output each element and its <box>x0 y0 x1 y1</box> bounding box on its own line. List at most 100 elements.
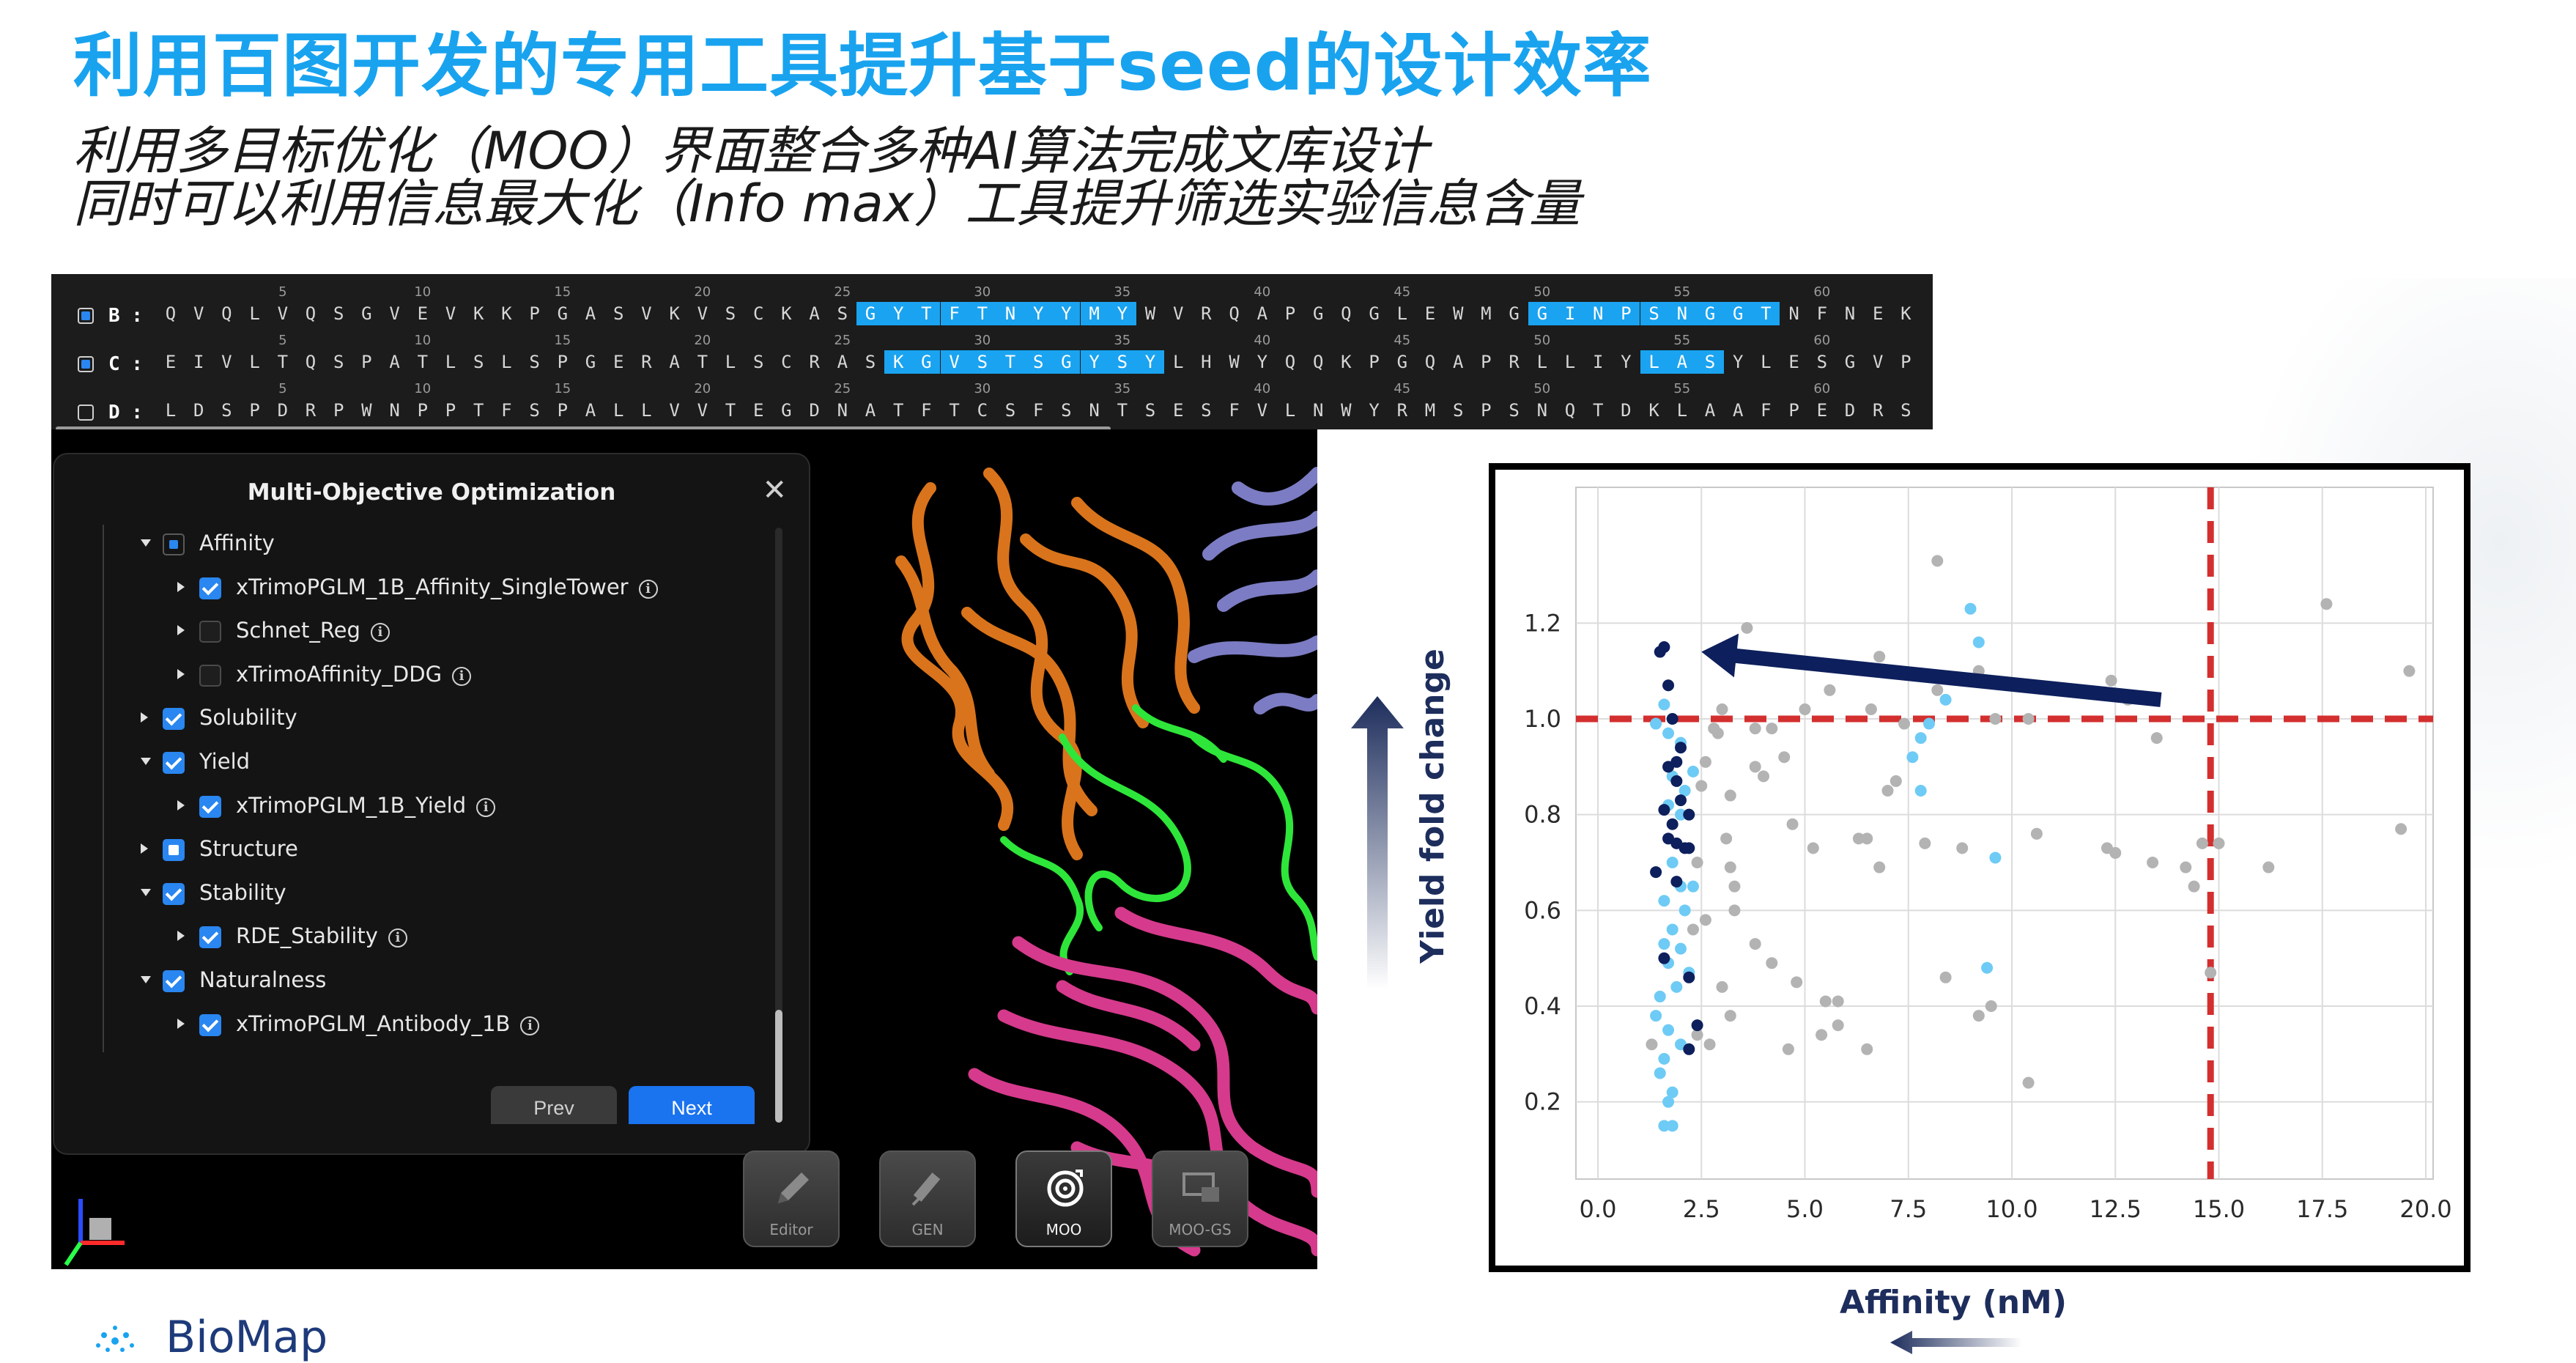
sequence-residue[interactable]: S <box>1144 400 1156 421</box>
caret-down-icon[interactable] <box>141 888 151 896</box>
sequence-row-checkbox[interactable] <box>78 308 94 324</box>
sequence-residue[interactable]: N <box>996 302 1024 325</box>
sequence-residue[interactable]: S <box>865 352 876 372</box>
sequence-residue[interactable]: Q <box>1229 303 1240 324</box>
sequence-residue[interactable]: P <box>1900 352 1911 372</box>
sequence-residue[interactable]: R <box>809 352 820 372</box>
sequence-residue[interactable]: L <box>1172 352 1184 372</box>
sequence-residue[interactable]: S <box>333 352 344 372</box>
sequence-residue[interactable]: S <box>1696 350 1724 374</box>
sequence-residue[interactable]: N <box>389 400 400 421</box>
editor-tool-button[interactable]: Editor <box>743 1150 840 1247</box>
caret-right-icon[interactable] <box>177 625 185 636</box>
sequence-residue[interactable]: G <box>1396 352 1408 372</box>
sequence-residue[interactable]: V <box>1872 352 1884 372</box>
sequence-residue[interactable]: S <box>529 352 540 372</box>
caret-right-icon[interactable] <box>177 668 185 679</box>
sequence-residue[interactable]: L <box>612 400 624 421</box>
sequence-residue[interactable]: G <box>1052 350 1081 374</box>
sequence-residue[interactable]: S <box>473 352 484 372</box>
sequence-residue[interactable]: D <box>277 400 289 421</box>
sequence-residue[interactable]: K <box>1648 400 1659 421</box>
sequence-residue[interactable]: P <box>557 352 569 372</box>
sequence-residue[interactable]: W <box>1144 303 1156 324</box>
caret-down-icon[interactable] <box>141 976 151 983</box>
sequence-row-checkbox[interactable] <box>78 356 94 372</box>
sequence-residue[interactable]: R <box>1396 400 1408 421</box>
sequence-residue[interactable]: T <box>949 400 960 421</box>
sequence-residue[interactable]: L <box>1640 350 1668 374</box>
info-icon[interactable]: i <box>370 623 390 643</box>
objective-checkbox[interactable] <box>199 795 221 818</box>
sequence-residue[interactable]: S <box>1004 400 1016 421</box>
sequence-residue[interactable]: V <box>1172 303 1184 324</box>
objective-checkbox[interactable] <box>163 882 185 905</box>
sequence-residue[interactable]: F <box>921 400 932 421</box>
sequence-residue[interactable]: T <box>697 352 708 372</box>
sequence-residue[interactable]: T <box>1117 400 1128 421</box>
sequence-row-checkbox[interactable] <box>78 405 94 421</box>
sequence-residue[interactable]: R <box>641 352 652 372</box>
sequence-residue[interactable]: P <box>1481 352 1492 372</box>
sequence-residue[interactable]: T <box>968 302 996 325</box>
objective-checkbox[interactable] <box>163 533 185 555</box>
sequence-residue[interactable]: I <box>1592 352 1604 372</box>
sequence-residue[interactable]: G <box>781 400 792 421</box>
sequence-residue[interactable]: I <box>193 352 204 372</box>
objective-checkbox[interactable] <box>163 708 185 731</box>
sequence-residue[interactable]: D <box>193 400 204 421</box>
sequence-residue[interactable]: G <box>1528 302 1556 325</box>
sequence-residue[interactable]: N <box>1584 302 1613 325</box>
sequence-residue[interactable]: N <box>1788 303 1799 324</box>
sequence-residue[interactable]: A <box>1732 400 1744 421</box>
objective-checkbox[interactable] <box>199 926 221 949</box>
caret-right-icon[interactable] <box>177 581 185 592</box>
sequence-residue[interactable]: L <box>1676 400 1688 421</box>
sequence-residue[interactable]: L <box>445 352 456 372</box>
sequence-residue[interactable]: G <box>1844 352 1856 372</box>
objective-checkbox[interactable] <box>163 752 185 774</box>
sequence-residue[interactable]: N <box>1536 400 1548 421</box>
sequence-residue[interactable]: A <box>669 352 680 372</box>
objective-checkbox[interactable] <box>163 839 185 862</box>
sequence-residue[interactable]: T <box>996 350 1024 374</box>
sequence-residue[interactable]: M <box>1080 302 1109 325</box>
sequence-residue[interactable]: A <box>837 352 848 372</box>
sequence-residue[interactable]: G <box>1312 303 1324 324</box>
sequence-residue[interactable]: W <box>1229 352 1240 372</box>
sequence-residue[interactable]: E <box>165 352 177 372</box>
sequence-residue[interactable]: W <box>361 400 372 421</box>
sequence-residue[interactable]: P <box>1612 302 1640 325</box>
sequence-residue[interactable]: Y <box>1052 302 1081 325</box>
sequence-residue[interactable]: T <box>473 400 484 421</box>
sequence-residue[interactable]: L <box>165 400 177 421</box>
sequence-residue[interactable]: N <box>1668 302 1696 325</box>
next-button[interactable]: Next <box>629 1086 755 1124</box>
info-icon[interactable]: i <box>452 666 472 686</box>
sequence-residue[interactable]: V <box>1256 400 1268 421</box>
sequence-residue[interactable]: L <box>1564 352 1576 372</box>
sequence-residue[interactable]: S <box>752 352 764 372</box>
sequence-residue[interactable]: Q <box>165 303 177 324</box>
sequence-residue[interactable]: E <box>612 352 624 372</box>
sequence-residue[interactable]: D <box>1844 400 1856 421</box>
close-icon[interactable]: ✕ <box>762 473 787 507</box>
sequence-residue[interactable]: P <box>1481 400 1492 421</box>
sequence-residue[interactable]: F <box>501 400 512 421</box>
sequence-residue[interactable]: E <box>1788 352 1799 372</box>
sequence-residue[interactable]: D <box>1621 400 1632 421</box>
sequence-residue[interactable]: F <box>1816 303 1828 324</box>
moogs-tool-button[interactable]: MOO-GS <box>1152 1150 1248 1247</box>
sequence-residue[interactable]: A <box>809 303 820 324</box>
sequence-residue[interactable]: A <box>1452 352 1464 372</box>
sequence-residue[interactable]: G <box>557 303 569 324</box>
sequence-residue[interactable]: R <box>305 400 317 421</box>
sequence-residue[interactable]: F <box>1229 400 1240 421</box>
caret-down-icon[interactable] <box>141 539 151 547</box>
sequence-residue[interactable]: A <box>389 352 400 372</box>
objective-checkbox[interactable] <box>199 1013 221 1036</box>
sequence-residue[interactable]: G <box>1369 303 1380 324</box>
sequence-residue[interactable]: S <box>1024 350 1053 374</box>
sequence-residue[interactable]: Y <box>1136 350 1164 374</box>
sequence-residue[interactable]: C <box>752 303 764 324</box>
